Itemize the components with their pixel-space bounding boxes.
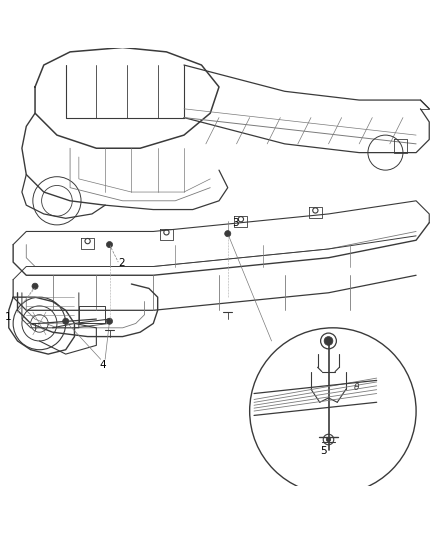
Circle shape [250,328,416,494]
Circle shape [324,336,333,345]
Circle shape [225,231,231,237]
Circle shape [63,318,69,324]
Circle shape [106,318,113,324]
Text: 5: 5 [320,446,326,456]
Circle shape [106,241,113,248]
Circle shape [32,283,38,289]
Text: 3: 3 [232,217,239,228]
Text: 2: 2 [118,258,125,268]
Circle shape [326,437,331,442]
Text: 4: 4 [99,360,106,370]
Text: $\theta$: $\theta$ [353,382,360,392]
Text: 1: 1 [4,312,11,322]
